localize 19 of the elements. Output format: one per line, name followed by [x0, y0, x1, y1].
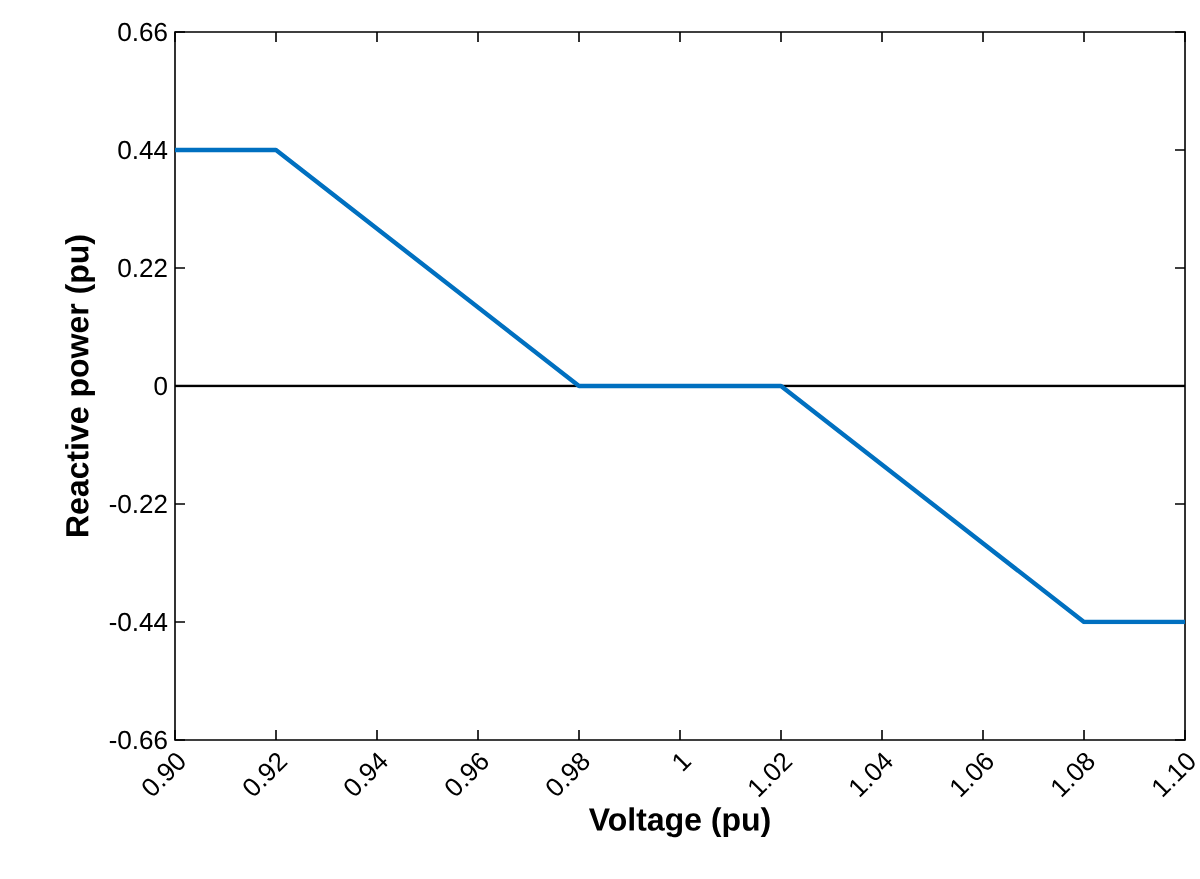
y-tick-label: 0.22: [118, 258, 167, 278]
x-tick-label: 0.98: [546, 753, 590, 796]
y-tick-label: 0: [154, 376, 167, 396]
y-tick-label: 0.66: [118, 22, 167, 42]
y-tick-label: 0.44: [118, 140, 168, 160]
x-tick-label: 0.94: [344, 752, 388, 796]
x-tick-label: 1.10: [1153, 753, 1195, 798]
x-tick-label: 1.02: [749, 753, 793, 798]
x-tick-label: 1.08: [1052, 753, 1095, 798]
x-axis-title: Voltage (pu): [588, 807, 770, 838]
y-tick-label: -0.44: [109, 612, 168, 632]
x-tick-label: 1.06: [951, 753, 993, 798]
y-axis-title: Reactive power (pu): [65, 235, 95, 536]
y-tick-label: -0.22: [109, 494, 167, 514]
y-tick-label: -0.66: [109, 730, 167, 750]
x-tick-label: 0.92: [243, 753, 288, 796]
x-tick-label: 1: [673, 753, 692, 772]
x-tick-label: 0.90: [142, 753, 185, 796]
x-tick-label: 0.96: [445, 753, 488, 796]
